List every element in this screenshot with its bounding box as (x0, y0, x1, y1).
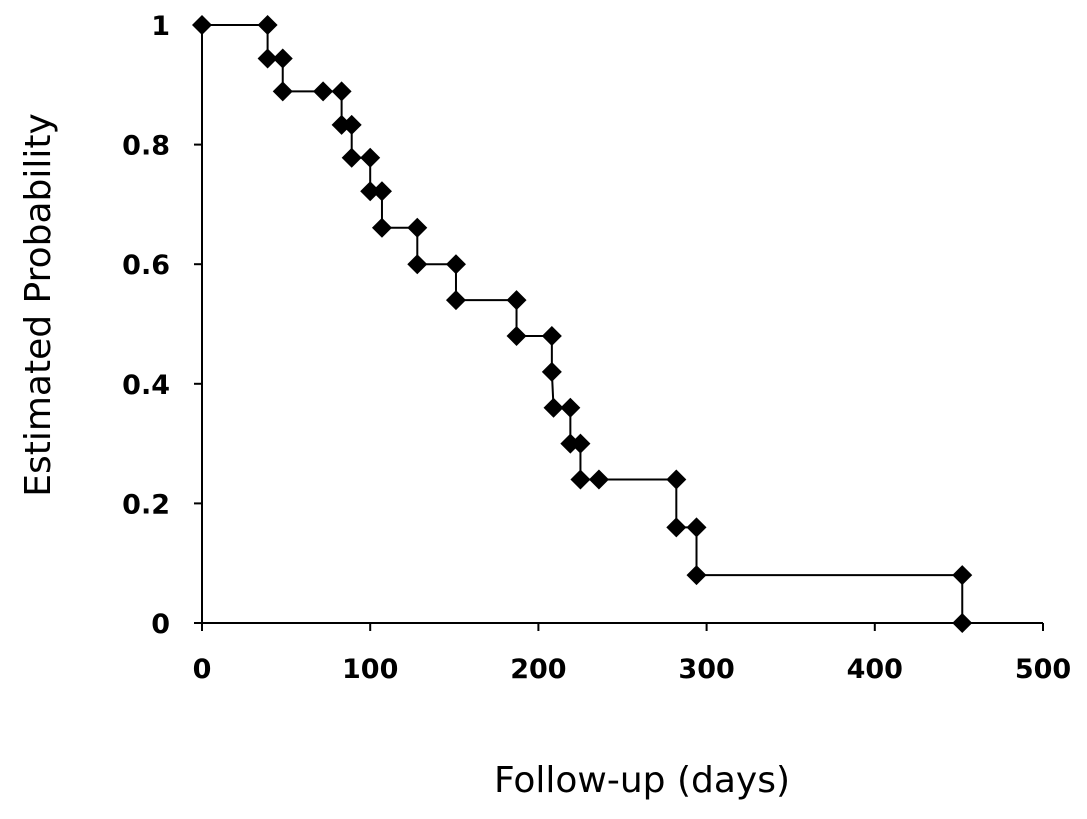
x-tick-label: 0 (193, 654, 212, 685)
data-point-marker (272, 81, 293, 102)
data-point-marker (313, 81, 334, 102)
y-tick-label: 1 (151, 11, 170, 42)
data-point-marker (331, 114, 352, 135)
data-point-marker (407, 254, 428, 275)
x-tick-label: 200 (510, 654, 566, 685)
y-tick-label: 0.2 (122, 489, 170, 520)
x-tick-label: 400 (847, 654, 903, 685)
x-tick-label: 300 (678, 654, 734, 685)
data-point-marker (257, 48, 278, 69)
data-point-marker (686, 565, 707, 586)
data-point-marker (570, 469, 591, 490)
data-point-marker (541, 361, 562, 382)
data-point-marker (272, 48, 293, 69)
data-point-marker (543, 397, 564, 418)
data-point-marker (257, 15, 278, 35)
data-point-marker (341, 147, 362, 168)
data-point-marker (371, 217, 392, 238)
data-point-marker (666, 517, 687, 538)
data-point-marker (506, 290, 527, 311)
data-point-marker (588, 469, 609, 490)
data-point-marker (445, 290, 466, 311)
data-point-marker (570, 433, 591, 454)
data-point-marker (560, 397, 581, 418)
data-point-marker (686, 517, 707, 538)
data-point-marker (331, 81, 352, 102)
data-point-marker (560, 433, 581, 454)
y-axis-title: Estimated Probability (18, 113, 59, 497)
x-tick-label: 500 (1015, 654, 1071, 685)
data-point-marker (192, 15, 212, 35)
data-point-marker (952, 565, 973, 586)
data-point-marker (666, 469, 687, 490)
y-tick-label: 0.6 (122, 250, 170, 281)
y-axis-ticks: 0 0.2 0.4 0.6 0.8 1 (122, 11, 202, 640)
axes (201, 25, 1043, 624)
y-tick-label: 0.4 (122, 370, 170, 401)
data-point-marker (360, 181, 381, 202)
x-tick-label: 100 (342, 654, 398, 685)
data-point-marker (506, 325, 527, 346)
data-point-marker (952, 613, 973, 633)
data-point-marker (445, 254, 466, 275)
series-markers (192, 15, 973, 633)
y-tick-label: 0 (151, 609, 170, 640)
data-point-marker (541, 325, 562, 346)
data-point-marker (341, 114, 362, 135)
x-axis-ticks: 0 100 200 300 400 500 (193, 623, 1071, 685)
series-line (202, 24, 964, 623)
data-point-marker (360, 147, 381, 168)
data-point-marker (371, 181, 392, 202)
x-axis-title: Follow-up (days) (494, 760, 790, 801)
y-tick-label: 0.8 (122, 131, 170, 162)
data-point-marker (407, 217, 428, 238)
